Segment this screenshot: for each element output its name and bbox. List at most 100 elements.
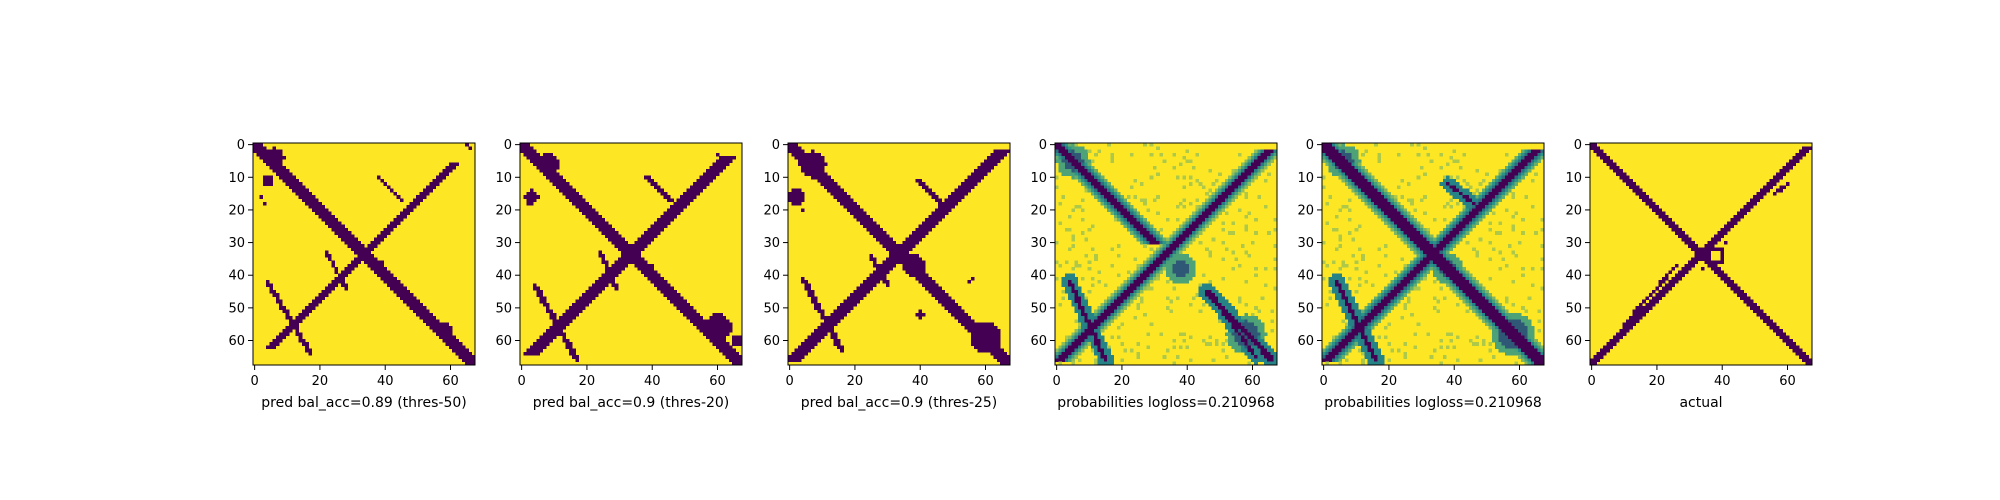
heatmap-cell — [1064, 172, 1069, 176]
heatmap-cell — [899, 257, 903, 261]
heatmap-cell — [977, 345, 981, 350]
heatmap-cell — [572, 348, 576, 353]
heatmap-cell — [295, 316, 300, 320]
heatmap-cell — [1172, 254, 1177, 258]
heatmap-cell — [666, 296, 671, 301]
heatmap-cell — [738, 358, 743, 363]
heatmap-cell — [1221, 182, 1226, 186]
heatmap-cell — [1133, 296, 1137, 301]
heatmap-cell — [1064, 152, 1069, 157]
axes-frame — [1054, 142, 1278, 366]
heatmap-cell — [836, 316, 841, 320]
heatmap-cell — [324, 286, 329, 291]
heatmap-cell — [1442, 276, 1447, 281]
heatmap-cell — [951, 306, 955, 310]
heatmap-cell — [1185, 276, 1190, 281]
heatmap-cell — [1452, 191, 1457, 196]
heatmap-cell — [262, 156, 267, 160]
heatmap-cell — [889, 254, 893, 258]
heatmap-cell — [1410, 263, 1414, 268]
heatmap-cell — [1491, 302, 1496, 307]
heatmap-cell — [1068, 162, 1072, 167]
heatmap-cell — [1263, 178, 1268, 183]
heatmap-cell — [1403, 267, 1408, 271]
heatmap-cell — [1071, 289, 1075, 294]
heatmap-cell — [539, 342, 544, 346]
heatmap-cell — [1416, 254, 1421, 258]
heatmap-cell — [1061, 289, 1066, 294]
heatmap-cell — [863, 286, 867, 291]
heatmap-cell — [1416, 237, 1421, 242]
heatmap-cell — [562, 338, 567, 343]
heatmap-cell — [1097, 198, 1102, 203]
heatmap-cell — [1103, 188, 1108, 193]
heatmap-cell — [611, 267, 616, 271]
heatmap-cell — [1433, 280, 1437, 284]
heatmap-cell — [383, 267, 388, 271]
heatmap-cell — [1152, 198, 1157, 203]
heatmap-cell — [1540, 156, 1545, 160]
heatmap-cell — [1351, 149, 1355, 154]
heatmap-cell — [905, 267, 910, 271]
heatmap-cell — [275, 156, 280, 160]
heatmap-cell — [572, 351, 576, 356]
heatmap-cell — [292, 185, 296, 190]
heatmap-cell — [1455, 293, 1460, 297]
heatmap-cell — [983, 338, 988, 343]
heatmap-cell — [575, 302, 580, 307]
y-tick-label: 40 — [1030, 269, 1047, 284]
heatmap-cell — [653, 270, 658, 274]
heatmap-cell — [1081, 231, 1085, 235]
heatmap-cell — [412, 205, 417, 209]
heatmap-cell — [634, 254, 638, 258]
heatmap-cell — [1084, 162, 1088, 167]
heatmap-cell — [546, 332, 550, 336]
heatmap-cell — [403, 293, 407, 297]
heatmap-cell — [977, 348, 981, 353]
heatmap-cell — [1146, 345, 1151, 350]
heatmap-cell — [529, 188, 534, 193]
heatmap-cell — [974, 175, 978, 180]
heatmap-cell — [1468, 198, 1473, 203]
heatmap-cell — [810, 159, 815, 163]
heatmap-cell — [666, 218, 671, 222]
heatmap-cell — [836, 188, 841, 193]
heatmap-cell — [582, 293, 586, 297]
heatmap-cell — [807, 286, 812, 291]
heatmap-cell — [1452, 276, 1457, 281]
heatmap-cell — [1344, 289, 1349, 294]
heatmap-cell — [915, 178, 919, 183]
heatmap-cell — [637, 257, 642, 261]
x-tick-label: 0 — [517, 374, 525, 389]
heatmap-cell — [1267, 152, 1271, 157]
heatmap-cell — [1257, 338, 1262, 343]
heatmap-cell — [565, 338, 570, 343]
heatmap-cell — [1410, 224, 1414, 229]
heatmap-cell — [419, 302, 424, 307]
heatmap-cell — [882, 267, 887, 271]
heatmap-cell — [1179, 250, 1183, 255]
heatmap-cell — [1192, 234, 1196, 239]
heatmap-cell — [804, 338, 808, 343]
heatmap-cell — [1205, 342, 1209, 346]
heatmap-cell — [1511, 182, 1515, 186]
heatmap-cell — [1250, 358, 1255, 363]
heatmap-cell — [1182, 247, 1186, 252]
heatmap-cell — [1071, 286, 1075, 291]
heatmap-cell — [666, 211, 671, 216]
heatmap-cell — [1000, 152, 1004, 157]
heatmap-cell — [1423, 257, 1427, 261]
heatmap-cell — [1120, 296, 1124, 301]
heatmap-cell — [1208, 280, 1213, 284]
heatmap-cell — [1192, 263, 1196, 268]
heatmap-cell — [1166, 254, 1170, 258]
heatmap-cell — [549, 316, 553, 320]
heatmap-cell — [719, 322, 723, 327]
heatmap-cell — [1208, 302, 1213, 307]
heatmap-cell — [830, 178, 835, 183]
heatmap-cell — [285, 169, 290, 173]
heatmap-cell — [419, 198, 424, 203]
heatmap-cell — [1475, 250, 1480, 255]
heatmap-cell — [1344, 178, 1349, 183]
heatmap-cell — [1328, 296, 1333, 301]
